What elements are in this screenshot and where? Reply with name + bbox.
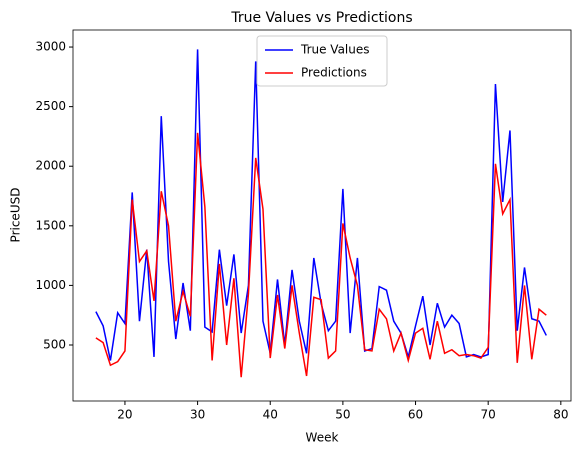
plot-frame: [72, 29, 572, 402]
y-tick-label: 500: [43, 337, 66, 351]
x-tick-label: 30: [190, 408, 205, 422]
x-tick-label: 60: [408, 408, 423, 422]
y-tick-label: 2500: [35, 99, 66, 113]
legend-label: True Values: [300, 43, 370, 57]
x-tick-label: 80: [553, 408, 568, 422]
legend-label: Predictions: [301, 66, 367, 80]
x-axis-label: Week: [306, 431, 339, 445]
chart-title: True Values vs Predictions: [230, 10, 412, 26]
y-tick-label: 1500: [35, 218, 66, 232]
x-tick-label: 70: [481, 408, 496, 422]
y-tick-label: 2000: [35, 159, 66, 173]
y-tick-label: 1000: [35, 278, 66, 292]
x-tick-label: 40: [263, 408, 278, 422]
x-tick-label: 20: [117, 408, 132, 422]
y-tick-label: 3000: [35, 40, 66, 54]
series-line: [95, 132, 547, 378]
x-tick-label: 50: [335, 408, 350, 422]
y-axis-label: PriceUSD: [9, 188, 23, 243]
